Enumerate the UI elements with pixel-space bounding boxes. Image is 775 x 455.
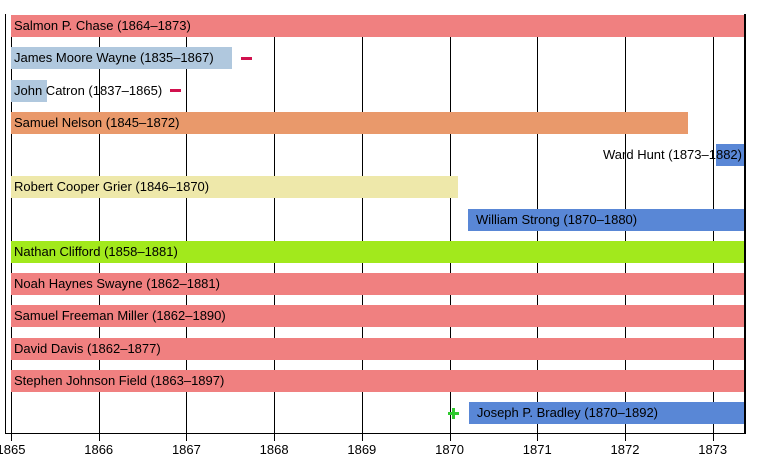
axis-tick-label: 1869: [347, 442, 377, 455]
timeline-bar: [11, 240, 746, 263]
year-gridline: [449, 15, 451, 433]
bar-label: Joseph P. Bradley (1870–1892): [476, 405, 659, 420]
timeline-bar: [11, 337, 746, 360]
axis-tick: [361, 434, 363, 441]
axis-tick: [624, 434, 626, 441]
timeline-bar: [11, 369, 746, 392]
year-gridline: [186, 15, 188, 433]
axis-tick-label: 1870: [435, 442, 465, 455]
bar-label: David Davis (1862–1877): [14, 340, 161, 356]
dash-marker: [169, 89, 181, 92]
axis-tick-label: 1866: [84, 442, 114, 455]
axis-tick: [186, 434, 188, 441]
axis-tick: [712, 434, 714, 441]
bar-label: Salmon P. Chase (1864–1873): [14, 18, 191, 33]
bar-label: Samuel Freeman Miller (1862–1890): [14, 308, 226, 324]
timeline-bar: [468, 402, 746, 424]
bar-label: Stephen Johnson Field (1863–1897): [14, 372, 225, 388]
year-gridline: [361, 15, 363, 433]
plus-marker-vertical: [452, 407, 456, 419]
plus-marker: [448, 407, 460, 419]
year-gridline: [98, 15, 100, 433]
year-gridline: [11, 15, 12, 433]
plot-left-border: [5, 14, 6, 433]
bar-label: Noah Haynes Swayne (1862–1881): [14, 276, 220, 291]
bar-label: Samuel Nelson (1845–1872): [14, 114, 180, 130]
axis-tick: [274, 434, 276, 441]
timeline-bar: [467, 208, 746, 231]
axis-tick: [449, 434, 451, 441]
axis-tick: [98, 434, 100, 441]
bar-label: Nathan Clifford (1858–1881): [14, 243, 178, 259]
axis-tick-label: 1867: [171, 442, 201, 455]
timeline-bar: [11, 305, 746, 328]
year-gridline: [274, 15, 276, 433]
bar-label: James Moore Wayne (1835–1867): [14, 50, 214, 66]
axis-tick-label: 1873: [698, 442, 728, 455]
bar-label: Ward Hunt (1873–1882): [603, 147, 742, 162]
timeline-bar: [11, 47, 233, 70]
axis-tick-label: 1872: [610, 442, 640, 455]
axis-tick-label: 1865: [0, 442, 26, 455]
axis-tick: [537, 434, 539, 441]
axis-tick-label: 1868: [259, 442, 289, 455]
bar-label: William Strong (1870–1880): [475, 211, 638, 227]
axis-tick-label: 1871: [522, 442, 552, 455]
dash-marker: [241, 56, 253, 60]
timeline-bar: [11, 176, 459, 199]
timeline-bar: [11, 273, 746, 295]
axis-tick: [11, 434, 12, 441]
timeline-bar: [11, 15, 746, 37]
x-axis-line: [5, 433, 746, 434]
plot-right-border: [744, 14, 746, 433]
bar-label: Robert Cooper Grier (1846–1870): [14, 179, 210, 195]
timeline-bar: [11, 111, 689, 134]
timeline-bar: [11, 79, 47, 102]
timeline-bar: [716, 144, 746, 166]
bar-label: John Catron (1837–1865): [14, 82, 163, 98]
